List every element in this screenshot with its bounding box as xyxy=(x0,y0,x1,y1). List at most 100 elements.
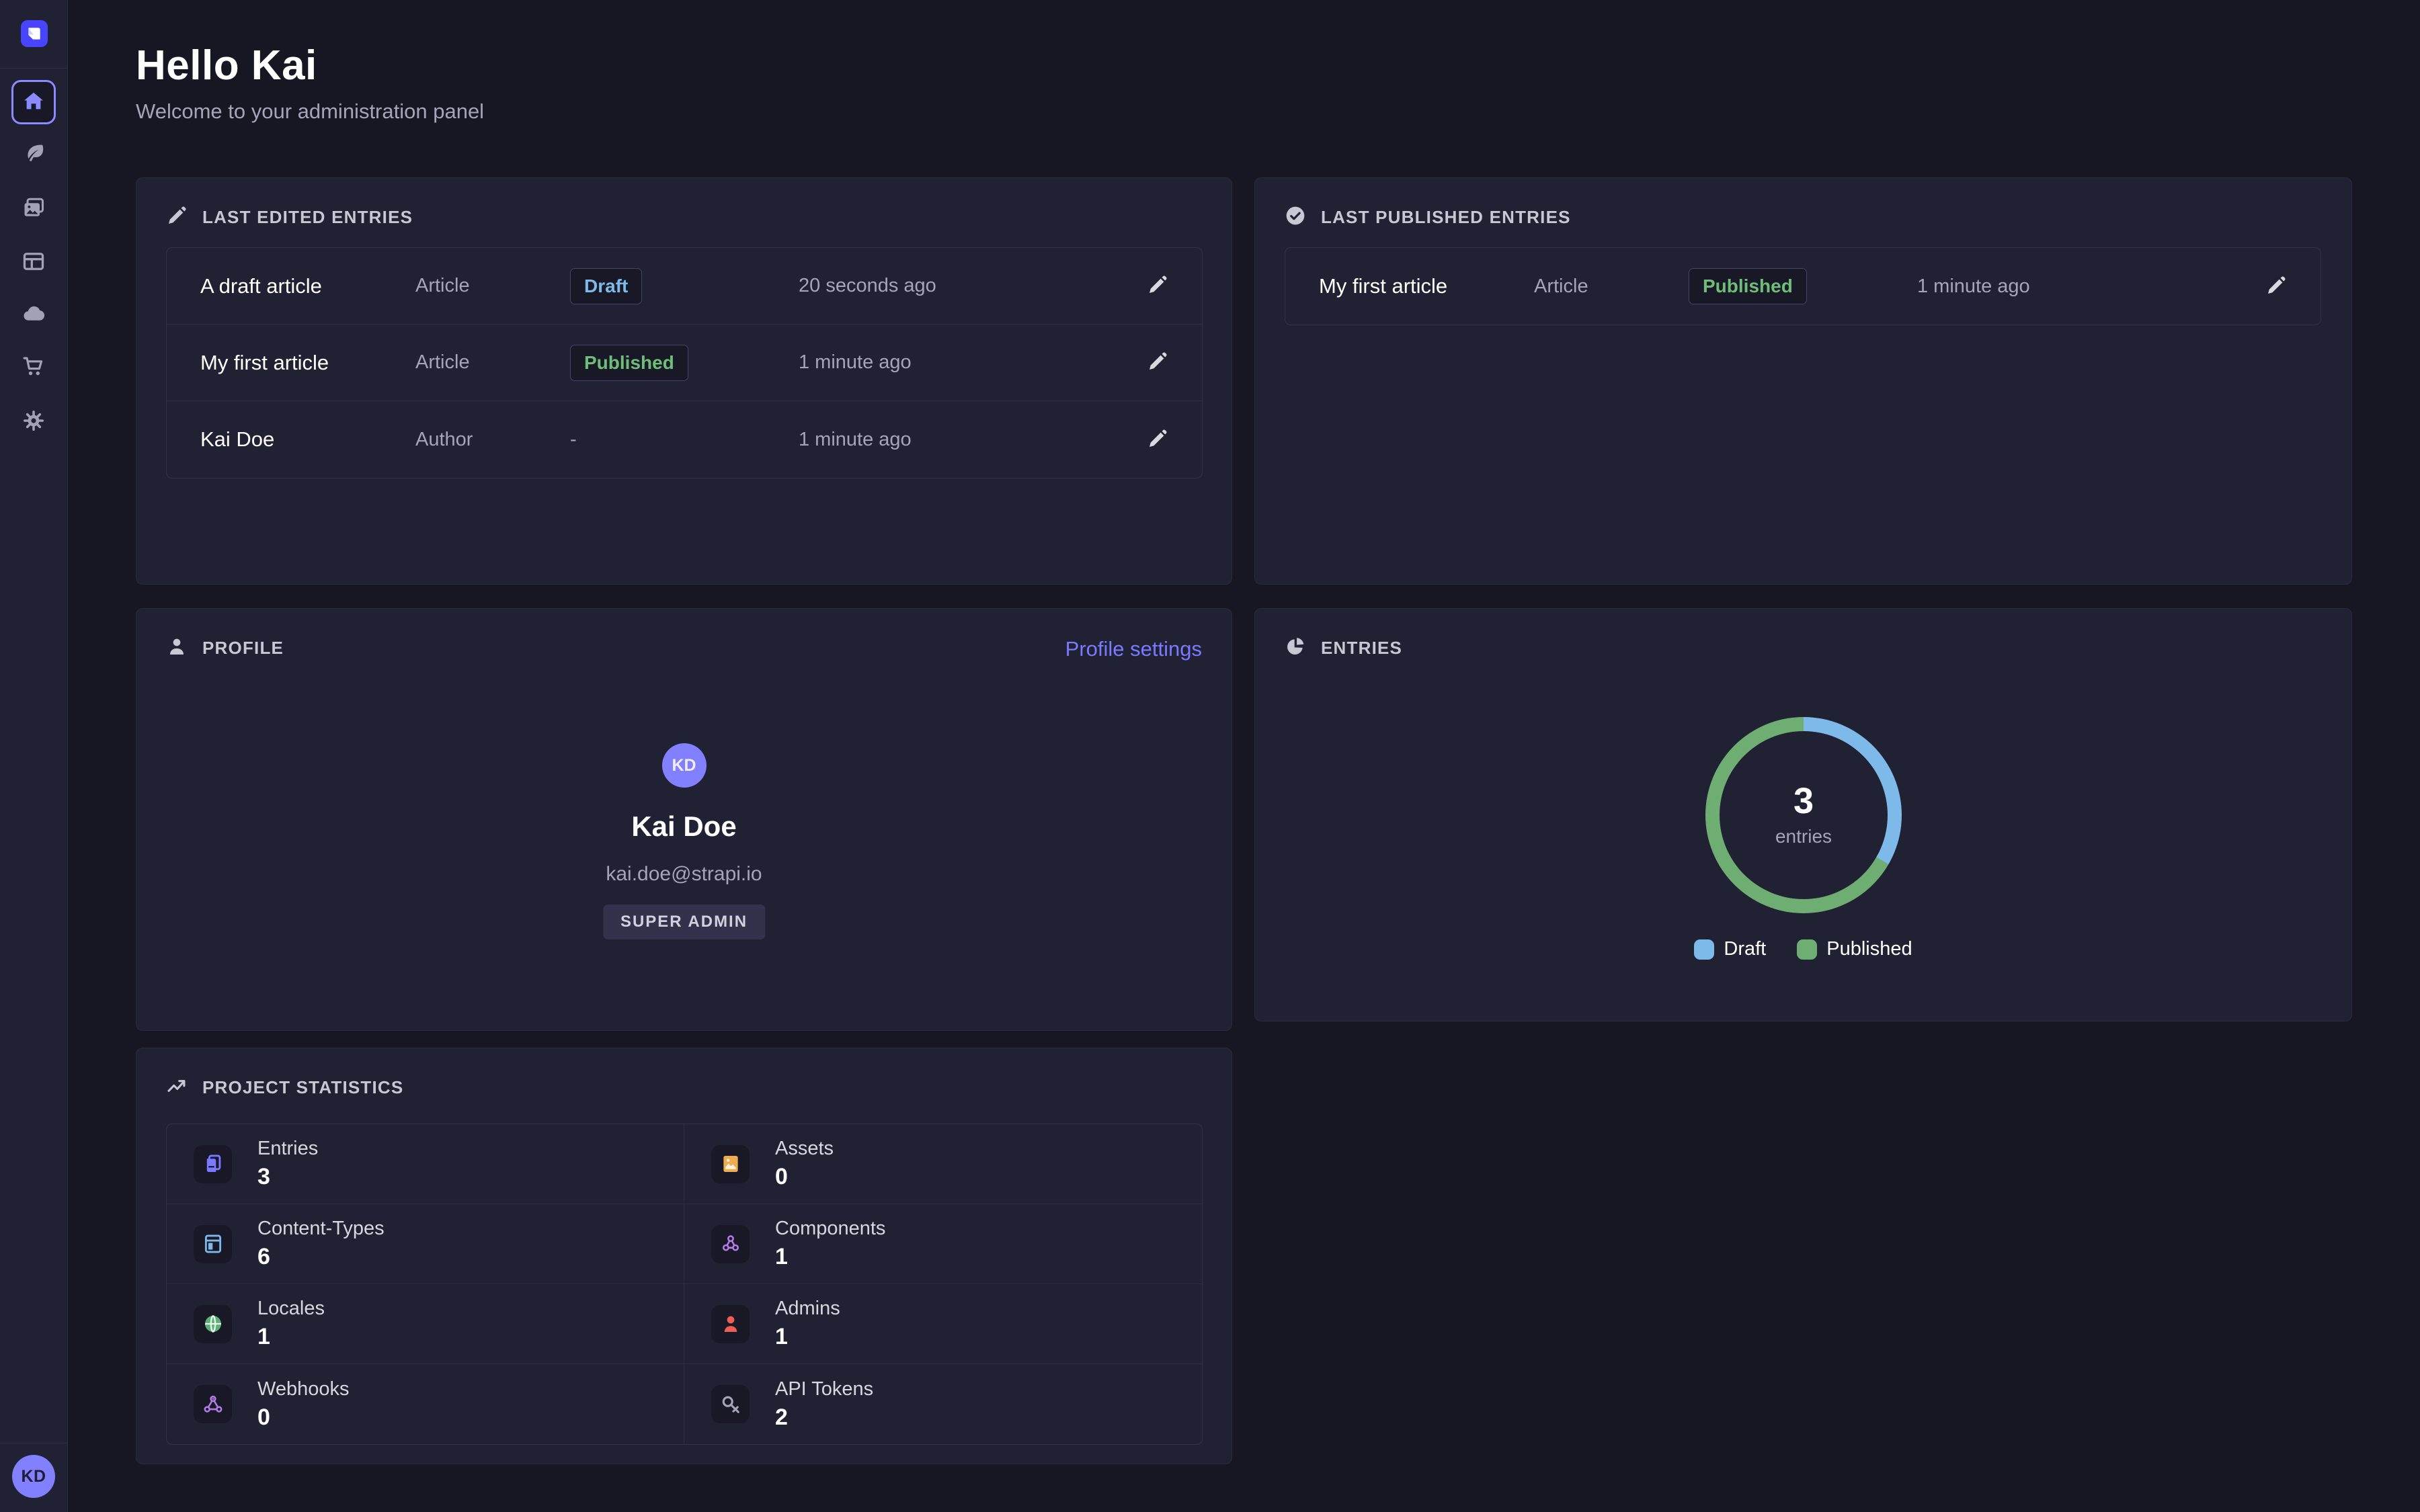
stat-value: 0 xyxy=(775,1164,788,1189)
status-badge: Published xyxy=(1689,268,1807,304)
panel-title: PROJECT STATISTICS xyxy=(202,1077,404,1097)
stat-label: Content-Types xyxy=(257,1218,385,1239)
role-badge: SUPER ADMIN xyxy=(602,905,766,939)
stat-api-tokens: API Tokens 2 xyxy=(684,1364,1202,1444)
entries-total-label: entries xyxy=(1775,826,1832,847)
stat-label: Locales xyxy=(257,1298,325,1319)
panel-header: ENTRIES xyxy=(1285,636,1402,661)
stat-webhooks: Webhooks 0 xyxy=(167,1364,684,1444)
components-icon xyxy=(711,1224,750,1263)
legend-label: Published xyxy=(1826,938,1912,960)
panel-header: LAST EDITED ENTRIES xyxy=(166,205,413,230)
table-row[interactable]: A draft article Article Draft 20 seconds… xyxy=(167,248,1202,325)
entries-panel: ENTRIES 3 entries Draft Published xyxy=(1254,608,2352,1021)
entry-title: A draft article xyxy=(200,274,322,298)
edit-entry-button[interactable] xyxy=(2265,275,2287,298)
last-published-entries-panel: LAST PUBLISHED ENTRIES My first article … xyxy=(1254,177,2352,585)
status-badge: Published xyxy=(570,344,688,381)
stat-entries: Entries 3 xyxy=(167,1124,684,1204)
content-types-icon xyxy=(194,1224,232,1263)
last-edited-entries-panel: LAST EDITED ENTRIES A draft article Arti… xyxy=(136,177,1232,585)
cart-icon xyxy=(22,354,46,380)
sidebar-item-content-type-builder[interactable] xyxy=(11,240,56,284)
entry-title: Kai Doe xyxy=(200,427,275,451)
project-statistics-panel: PROJECT STATISTICS Entries 3 Assets 0 Cont… xyxy=(136,1048,1232,1464)
feather-icon xyxy=(22,142,46,168)
edit-entry-button[interactable] xyxy=(1147,274,1168,298)
panel-header: PROJECT STATISTICS xyxy=(166,1075,403,1100)
stat-value: 6 xyxy=(257,1244,270,1269)
entry-time: 1 minute ago xyxy=(799,351,912,373)
entry-time: 20 seconds ago xyxy=(799,275,936,296)
table-row[interactable]: My first article Article Published 1 min… xyxy=(167,325,1202,401)
gear-icon xyxy=(22,409,46,435)
sidebar-item-media-library[interactable] xyxy=(11,186,56,230)
sidebar-item-content-manager[interactable] xyxy=(11,132,56,177)
stat-value: 1 xyxy=(257,1324,270,1349)
stat-value: 2 xyxy=(775,1404,788,1430)
strapi-logo[interactable] xyxy=(21,20,48,47)
sidebar-item-marketplace[interactable] xyxy=(11,345,56,389)
draft-swatch xyxy=(1694,939,1715,960)
check-circle-icon xyxy=(1285,205,1306,230)
profile-panel: PROFILE Profile settings KD Kai Doe kai.… xyxy=(136,608,1232,1031)
panel-title: PROFILE xyxy=(202,638,284,658)
profile-settings-link[interactable]: Profile settings xyxy=(1065,637,1202,661)
stat-assets: Assets 0 xyxy=(684,1124,1202,1204)
pencil-icon xyxy=(166,205,188,230)
entries-total: 3 xyxy=(1793,781,1814,821)
profile-email: kai.doe@strapi.io xyxy=(606,863,762,885)
legend-label: Draft xyxy=(1724,938,1767,960)
sidebar-item-home[interactable] xyxy=(11,80,56,124)
edit-entry-button[interactable] xyxy=(1147,428,1168,452)
sidebar: KD xyxy=(0,0,68,1512)
donut-center-label: 3 entries xyxy=(1705,717,1902,913)
entry-time: 1 minute ago xyxy=(1917,275,2030,297)
page-title: Hello Kai xyxy=(136,42,317,89)
sidebar-item-settings[interactable] xyxy=(11,399,56,444)
admins-user-icon xyxy=(711,1304,750,1343)
panel-title: LAST EDITED ENTRIES xyxy=(202,207,413,227)
sidebar-divider xyxy=(0,68,67,69)
user-avatar[interactable]: KD xyxy=(12,1455,55,1498)
table-row[interactable]: Kai Doe Author - 1 minute ago xyxy=(167,401,1202,478)
entry-title: My first article xyxy=(1319,274,1448,298)
stats-grid: Entries 3 Assets 0 Content-Types 6 Componen… xyxy=(166,1124,1203,1445)
profile-avatar: KD xyxy=(661,743,707,788)
cloud-icon xyxy=(22,302,46,328)
stat-label: API Tokens xyxy=(775,1378,874,1400)
api-tokens-key-icon xyxy=(711,1385,750,1423)
panel-header: PROFILE xyxy=(166,636,284,661)
entries-doc-icon xyxy=(194,1144,232,1183)
media-images-icon xyxy=(22,196,46,222)
locales-globe-icon xyxy=(194,1304,232,1343)
strapi-logo-icon xyxy=(24,28,45,46)
home-icon xyxy=(22,89,46,116)
page-subtitle: Welcome to your administration panel xyxy=(136,99,485,123)
table-row[interactable]: My first article Article Published 1 min… xyxy=(1285,248,2321,325)
published-swatch xyxy=(1797,939,1818,960)
profile-name: Kai Doe xyxy=(631,810,737,842)
stat-label: Admins xyxy=(775,1298,840,1319)
status-badge: Draft xyxy=(570,267,643,304)
status-empty: - xyxy=(570,428,577,450)
stat-label: Assets xyxy=(775,1138,834,1159)
legend-item-draft: Draft xyxy=(1694,938,1766,960)
entries-donut xyxy=(1705,717,1902,913)
entry-kind: Article xyxy=(415,275,470,296)
panel-header: LAST PUBLISHED ENTRIES xyxy=(1285,205,1571,230)
entry-time: 1 minute ago xyxy=(799,428,912,450)
entries-table: My first article Article Published 1 min… xyxy=(1285,247,2321,325)
assets-image-icon xyxy=(711,1144,750,1183)
stat-value: 1 xyxy=(775,1324,788,1349)
stat-label: Entries xyxy=(257,1138,319,1159)
layout-icon xyxy=(22,249,46,276)
stat-components: Components 1 xyxy=(684,1204,1202,1284)
entry-kind: Article xyxy=(415,351,470,373)
stat-locales: Locales 1 xyxy=(167,1284,684,1364)
edit-entry-button[interactable] xyxy=(1147,351,1168,374)
entry-kind: Article xyxy=(1534,275,1588,297)
entries-table: A draft article Article Draft 20 seconds… xyxy=(166,247,1203,478)
sidebar-item-deploy[interactable] xyxy=(11,292,56,337)
